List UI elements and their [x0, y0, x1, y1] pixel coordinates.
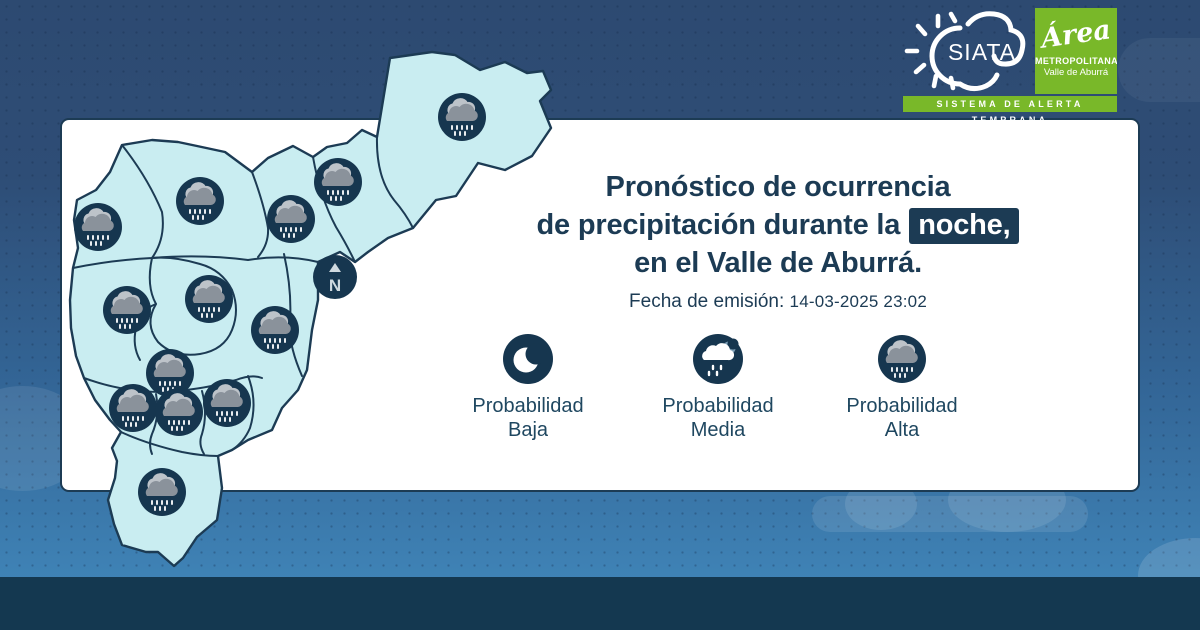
decor-cloud — [1118, 38, 1200, 102]
legend-item-baja: Probabilidad Baja — [433, 333, 623, 442]
municipality-rain-marker — [313, 157, 363, 207]
municipality-rain-marker — [102, 285, 152, 335]
municipality-rain-marker — [437, 92, 487, 142]
decor-cloud — [812, 496, 1088, 532]
legend-item-alta: Probabilidad Alta — [807, 333, 997, 442]
page-title: Pronóstico de ocurrencia de precipitació… — [470, 168, 1086, 282]
municipality-rain-marker — [250, 305, 300, 355]
valle-de-aburra-map: N — [68, 50, 553, 568]
municipality-rain-marker — [73, 202, 123, 252]
siata-tagline: SISTEMA DE ALERTA TEMPRANA — [903, 96, 1117, 125]
municipality-rain-marker — [266, 194, 316, 244]
footer-bar: @siatamedellin www.siata.gov.co — [0, 577, 1200, 630]
municipality-rain-marker — [108, 383, 158, 433]
compass-north-icon: N — [313, 255, 357, 299]
cloud-moon-drizzle-icon — [693, 334, 743, 384]
municipality-rain-marker — [202, 378, 252, 428]
cloud-heavy-rain-icon — [877, 334, 927, 384]
title-block: Pronóstico de ocurrencia de precipitació… — [470, 168, 1086, 313]
emission-date: Fecha de emisión: 14-03-2025 23:02 — [629, 291, 927, 312]
siata-logo: SIATA — [904, 11, 1026, 92]
municipality-rain-marker — [184, 274, 234, 324]
moon-icon — [503, 334, 553, 384]
amva-logo: Área METROPOLITANA Valle de Aburrá — [1035, 8, 1117, 94]
municipality-rain-marker — [175, 176, 225, 226]
municipality-rain-marker — [154, 387, 204, 437]
svg-text:N: N — [329, 276, 341, 295]
svg-text:SIATA: SIATA — [948, 39, 1016, 65]
highlight-noche: noche, — [909, 208, 1020, 244]
legend-item-media: Probabilidad Media — [623, 333, 813, 442]
municipality-rain-marker — [137, 467, 187, 517]
